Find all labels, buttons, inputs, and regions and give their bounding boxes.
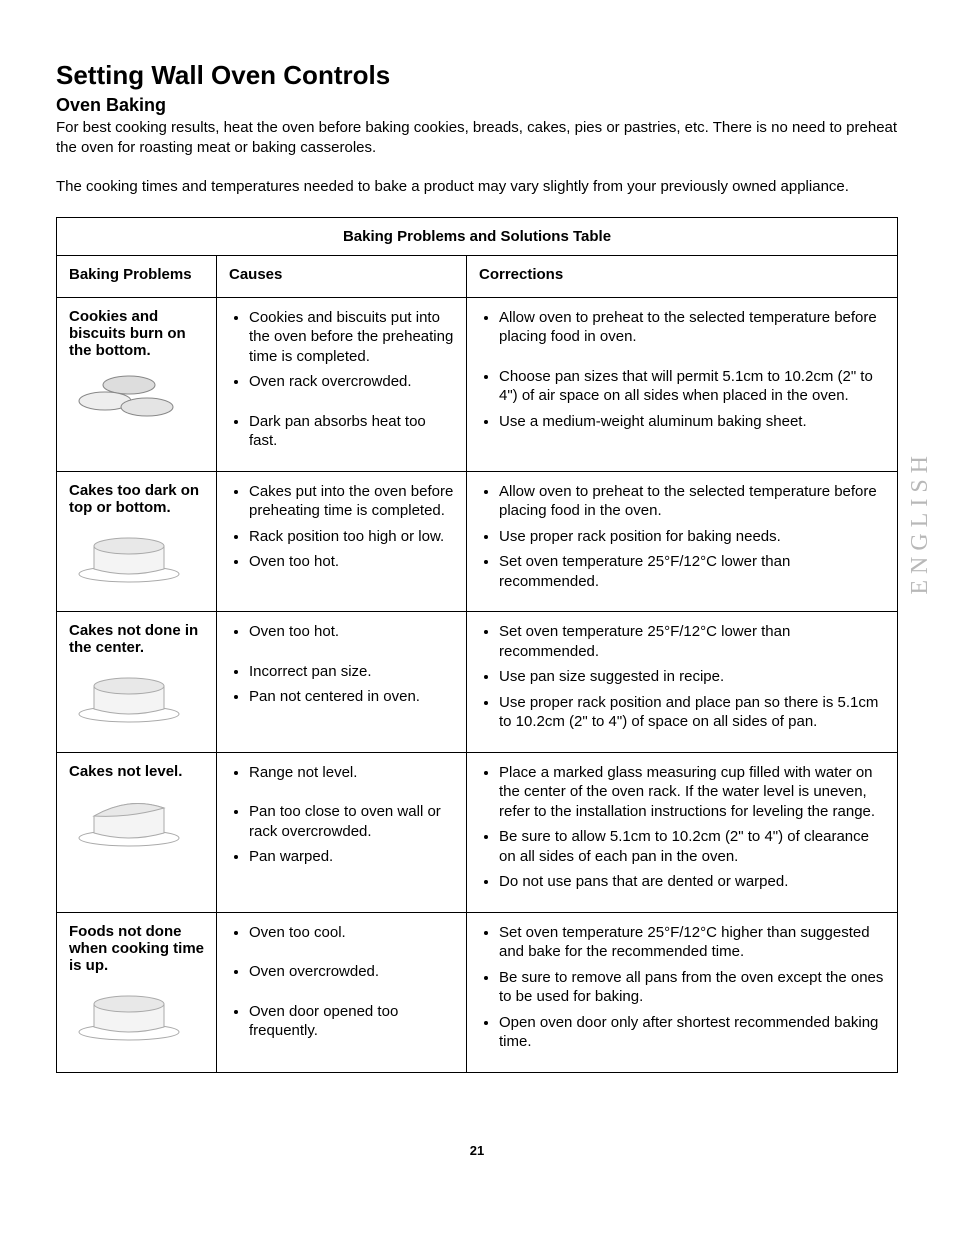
list-item: Set oven temperature 25°F/12°C lower tha… bbox=[499, 622, 885, 661]
corrections-cell: Set oven temperature 25°F/12°C higher th… bbox=[467, 912, 898, 1072]
intro-paragraph-1: For best cooking results, heat the oven … bbox=[56, 118, 898, 159]
corrections-cell: Allow oven to preheat to the selected te… bbox=[467, 297, 898, 471]
corrections-list: Place a marked glass measuring cup fille… bbox=[479, 763, 885, 892]
problem-cell: Cakes too dark on top or bottom. bbox=[57, 471, 217, 612]
causes-list: Range not level. Pan too close to oven wa… bbox=[229, 763, 454, 867]
problem-cell: Cakes not done in the center. bbox=[57, 612, 217, 753]
list-item: Allow oven to preheat to the selected te… bbox=[499, 308, 885, 347]
list-item: Dark pan absorbs heat too fast. bbox=[249, 412, 454, 451]
list-item: Pan too close to oven wall or rack overc… bbox=[249, 802, 454, 841]
slanted-cake-icon bbox=[69, 788, 204, 848]
list-item: Open oven door only after shortest recom… bbox=[499, 1013, 885, 1052]
table-row: Cakes not level. Range not level. Pan too … bbox=[57, 752, 898, 912]
header-problems: Baking Problems bbox=[57, 255, 217, 297]
causes-list: Oven too hot. Incorrect pan size. Pan not … bbox=[229, 622, 454, 707]
causes-cell: Oven too cool. Oven overcrowded. Oven door… bbox=[217, 912, 467, 1072]
list-item: Incorrect pan size. bbox=[249, 662, 454, 682]
list-item: Oven overcrowded. bbox=[249, 962, 454, 982]
table-title-row: Baking Problems and Solutions Table bbox=[57, 217, 898, 255]
section-subtitle: Oven Baking bbox=[56, 95, 898, 116]
list-item: Set oven temperature 25°F/12°C lower tha… bbox=[499, 552, 885, 591]
list-item: Place a marked glass measuring cup fille… bbox=[499, 763, 885, 822]
table-header-row: Baking Problems Causes Corrections bbox=[57, 255, 898, 297]
cookies-icon bbox=[69, 367, 204, 422]
causes-cell: Cookies and biscuits put into the oven b… bbox=[217, 297, 467, 471]
table-row: Cookies and biscuits burn on the bottom.… bbox=[57, 297, 898, 471]
list-item: Use proper rack position and place pan s… bbox=[499, 693, 885, 732]
cake-icon bbox=[69, 524, 204, 584]
intro-paragraph-2: The cooking times and temperatures neede… bbox=[56, 177, 898, 197]
problem-label: Cakes not level. bbox=[69, 763, 204, 780]
causes-list: Cookies and biscuits put into the oven b… bbox=[229, 308, 454, 451]
list-item: Use proper rack position for baking need… bbox=[499, 527, 885, 547]
list-item: Choose pan sizes that will permit 5.1cm … bbox=[499, 367, 885, 406]
causes-list: Oven too cool. Oven overcrowded. Oven door… bbox=[229, 923, 454, 1041]
list-item: Oven door opened too frequently. bbox=[249, 1002, 454, 1041]
problem-label: Foods not done when cooking time is up. bbox=[69, 923, 204, 974]
corrections-cell: Set oven temperature 25°F/12°C lower tha… bbox=[467, 612, 898, 753]
problem-cell: Foods not done when cooking time is up. bbox=[57, 912, 217, 1072]
list-item: Allow oven to preheat to the selected te… bbox=[499, 482, 885, 521]
header-corrections: Corrections bbox=[467, 255, 898, 297]
list-item: Oven too hot. bbox=[249, 622, 454, 642]
solutions-table: Baking Problems and Solutions Table Baki… bbox=[56, 217, 898, 1073]
list-item: Be sure to remove all pans from the oven… bbox=[499, 968, 885, 1007]
corrections-cell: Place a marked glass measuring cup fille… bbox=[467, 752, 898, 912]
list-item: Use pan size suggested in recipe. bbox=[499, 667, 885, 687]
corrections-cell: Allow oven to preheat to the selected te… bbox=[467, 471, 898, 612]
page-number: 21 bbox=[56, 1143, 898, 1158]
list-item: Cookies and biscuits put into the oven b… bbox=[249, 308, 454, 367]
list-item: Oven too hot. bbox=[249, 552, 454, 572]
problem-cell: Cakes not level. bbox=[57, 752, 217, 912]
cake-icon bbox=[69, 982, 204, 1042]
list-item: Be sure to allow 5.1cm to 10.2cm (2" to … bbox=[499, 827, 885, 866]
problem-label: Cakes not done in the center. bbox=[69, 622, 204, 656]
table-row: Cakes not done in the center. Oven too ho… bbox=[57, 612, 898, 753]
list-item: Oven rack overcrowded. bbox=[249, 372, 454, 392]
list-item: Pan warped. bbox=[249, 847, 454, 867]
list-item: Set oven temperature 25°F/12°C higher th… bbox=[499, 923, 885, 962]
list-item: Oven too cool. bbox=[249, 923, 454, 943]
document-page: Setting Wall Oven Controls Oven Baking F… bbox=[0, 0, 954, 1198]
list-item: Rack position too high or low. bbox=[249, 527, 454, 547]
page-title: Setting Wall Oven Controls bbox=[56, 60, 898, 91]
problem-label: Cakes too dark on top or bottom. bbox=[69, 482, 204, 516]
problem-cell: Cookies and biscuits burn on the bottom. bbox=[57, 297, 217, 471]
corrections-list: Set oven temperature 25°F/12°C higher th… bbox=[479, 923, 885, 1052]
corrections-list: Set oven temperature 25°F/12°C lower tha… bbox=[479, 622, 885, 732]
table-row: Cakes too dark on top or bottom. Cakes pu… bbox=[57, 471, 898, 612]
causes-cell: Oven too hot. Incorrect pan size. Pan not … bbox=[217, 612, 467, 753]
corrections-list: Allow oven to preheat to the selected te… bbox=[479, 482, 885, 592]
cake-icon bbox=[69, 664, 204, 724]
table-title: Baking Problems and Solutions Table bbox=[57, 217, 898, 255]
list-item: Use a medium-weight aluminum baking shee… bbox=[499, 412, 885, 432]
causes-cell: Cakes put into the oven before preheatin… bbox=[217, 471, 467, 612]
table-row: Foods not done when cooking time is up. O… bbox=[57, 912, 898, 1072]
problem-label: Cookies and biscuits burn on the bottom. bbox=[69, 308, 204, 359]
causes-cell: Range not level. Pan too close to oven wa… bbox=[217, 752, 467, 912]
side-language-label: ENGLISH bbox=[907, 450, 934, 595]
list-item: Do not use pans that are dented or warpe… bbox=[499, 872, 885, 892]
corrections-list: Allow oven to preheat to the selected te… bbox=[479, 308, 885, 432]
header-causes: Causes bbox=[217, 255, 467, 297]
list-item: Cakes put into the oven before preheatin… bbox=[249, 482, 454, 521]
list-item: Pan not centered in oven. bbox=[249, 687, 454, 707]
list-item: Range not level. bbox=[249, 763, 454, 783]
causes-list: Cakes put into the oven before preheatin… bbox=[229, 482, 454, 572]
